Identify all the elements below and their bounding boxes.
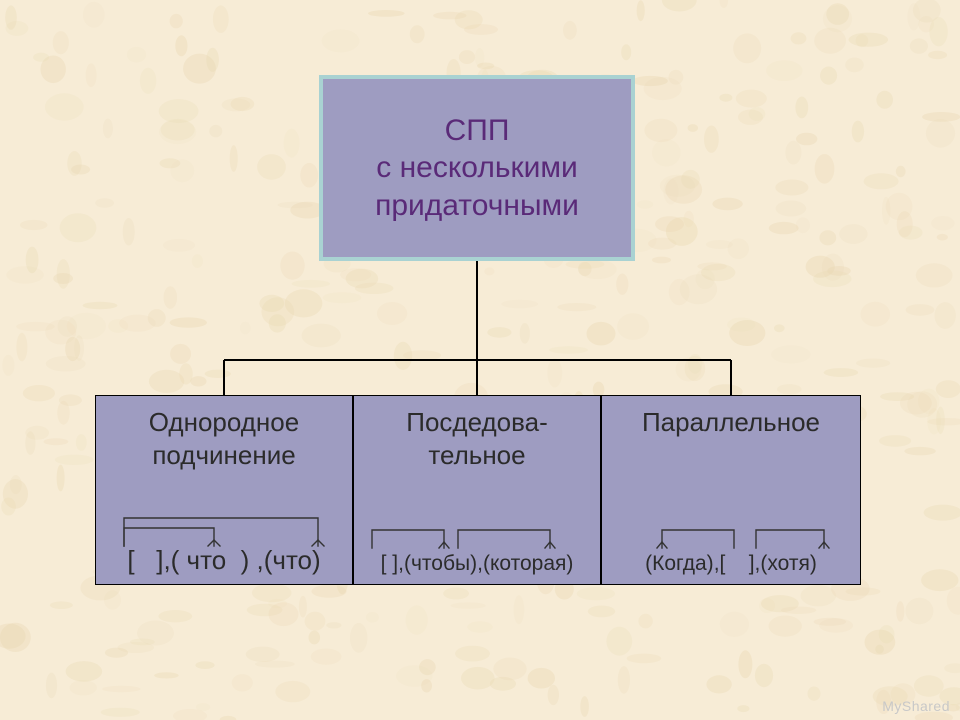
root-line-3: придаточными — [375, 187, 579, 225]
child-seq-title-line-2: тельное — [354, 439, 600, 472]
child-seq-title-line-1: Посдедова- — [354, 406, 600, 439]
child-parallel-schema: (Когда),[ ],(хотя) — [602, 552, 860, 576]
child-node-parallel: Параллельное (Когда),[ ],(хотя) — [601, 395, 861, 585]
child-parallel-title-line-1: Параллельное — [602, 406, 860, 439]
watermark: MyShared — [882, 698, 950, 714]
child-parallel-title-line-2 — [602, 439, 860, 472]
child-homog-title-line-1: Однородное — [96, 406, 352, 439]
child-homog-title-line-2: подчинение — [96, 439, 352, 472]
child-node-homog: Однородноеподчинение [ ],( что ) ,(что) — [95, 395, 353, 585]
root-node: СПП с несколькими придаточными — [319, 75, 635, 261]
child-seq-schema: [ ],(чтобы),(которая) — [354, 552, 600, 576]
child-node-seq: Посдедова-тельное [ ],(чтобы),(которая) — [353, 395, 601, 585]
root-line-2: с несколькими — [376, 149, 577, 187]
child-homog-schema: [ ],( что ) ,(что) — [96, 545, 352, 576]
root-line-1: СПП — [445, 112, 510, 150]
